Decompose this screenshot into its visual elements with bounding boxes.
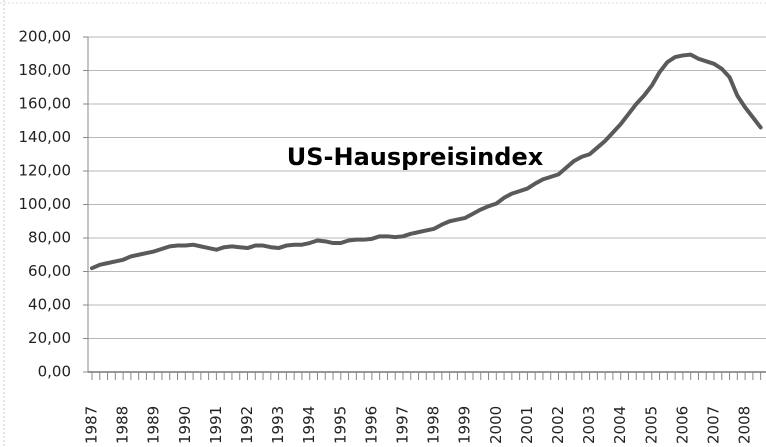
y-tick-label: 0,00: [38, 363, 71, 381]
x-tick-label: 2003: [580, 406, 598, 444]
x-tick-label: 1991: [207, 406, 225, 444]
x-tick-label: 2005: [642, 406, 660, 444]
axes: 0,00 20,00 40,00 60,00 80,00 100,00 120,00 140,…: [19, 28, 766, 444]
x-tick-label: 2006: [673, 406, 691, 444]
y-tick-label: 60,00: [28, 262, 71, 280]
x-tick-label: 1988: [114, 406, 132, 444]
x-tick-label: 2002: [549, 406, 567, 444]
chart-title: US-Hauspreisindex: [287, 143, 544, 171]
y-tick-label: 80,00: [28, 229, 71, 247]
x-tick-label: 1987: [83, 406, 101, 444]
marks: [90, 52, 763, 271]
y-tick-label: 200,00: [19, 28, 72, 46]
y-tick-label: 140,00: [19, 128, 72, 146]
grid: [88, 36, 766, 373]
x-tick-label: 2004: [611, 406, 629, 444]
x-tick-label: 1995: [331, 406, 349, 444]
y-tick-label: 100,00: [19, 195, 72, 213]
x-tick-label: 1990: [176, 406, 194, 444]
y-tick-label: 20,00: [28, 329, 71, 347]
x-tick-label: 1997: [394, 406, 412, 444]
y-tick-label: 40,00: [28, 296, 71, 314]
x-tick-label: 1994: [300, 406, 318, 444]
y-tick-label: 120,00: [19, 162, 72, 180]
x-tick-label: 2000: [487, 406, 505, 444]
x-tick-label: 1992: [238, 406, 256, 444]
x-tick-label: 2007: [705, 406, 723, 444]
x-tick-label: 2001: [518, 406, 536, 444]
x-tick-label: 1999: [456, 406, 474, 444]
y-tick-label: 160,00: [19, 95, 72, 113]
x-tick-label: 1996: [362, 406, 380, 444]
y-tick-label: 180,00: [19, 61, 72, 79]
data-line: [90, 52, 763, 271]
x-tick-label: 1993: [269, 406, 287, 444]
x-tick-label: 1989: [145, 406, 163, 444]
x-tick-label: 1998: [425, 406, 443, 444]
x-tick-label: 2008: [736, 406, 754, 444]
